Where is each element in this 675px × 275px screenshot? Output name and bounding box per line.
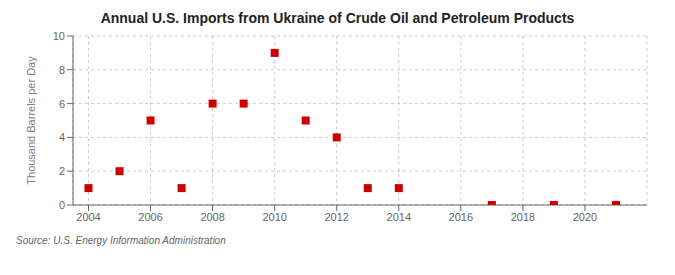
svg-text:4: 4 [59, 131, 65, 143]
svg-text:2006: 2006 [138, 211, 162, 223]
svg-text:2004: 2004 [76, 211, 100, 223]
svg-text:8: 8 [59, 64, 65, 76]
svg-text:2018: 2018 [511, 211, 535, 223]
svg-text:Thousand Barrels per Day: Thousand Barrels per Day [25, 56, 37, 185]
svg-text:2014: 2014 [387, 211, 411, 223]
svg-text:2010: 2010 [262, 211, 286, 223]
svg-text:2020: 2020 [573, 211, 597, 223]
html-text:Source: U.S. Energy Informatio: Source: U.S. Energy Information Administ… [16, 235, 226, 246]
svg-text:2012: 2012 [324, 211, 348, 223]
html-text:Annual U.S. Imports from Ukrai: Annual U.S. Imports from Ukraine of Crud… [100, 10, 575, 26]
svg-text:2: 2 [59, 165, 65, 177]
svg-text:0: 0 [59, 199, 65, 211]
svg-text:6: 6 [59, 98, 65, 110]
svg-text:2008: 2008 [200, 211, 224, 223]
svg-text:2016: 2016 [449, 211, 473, 223]
svg-text:10: 10 [53, 30, 65, 42]
